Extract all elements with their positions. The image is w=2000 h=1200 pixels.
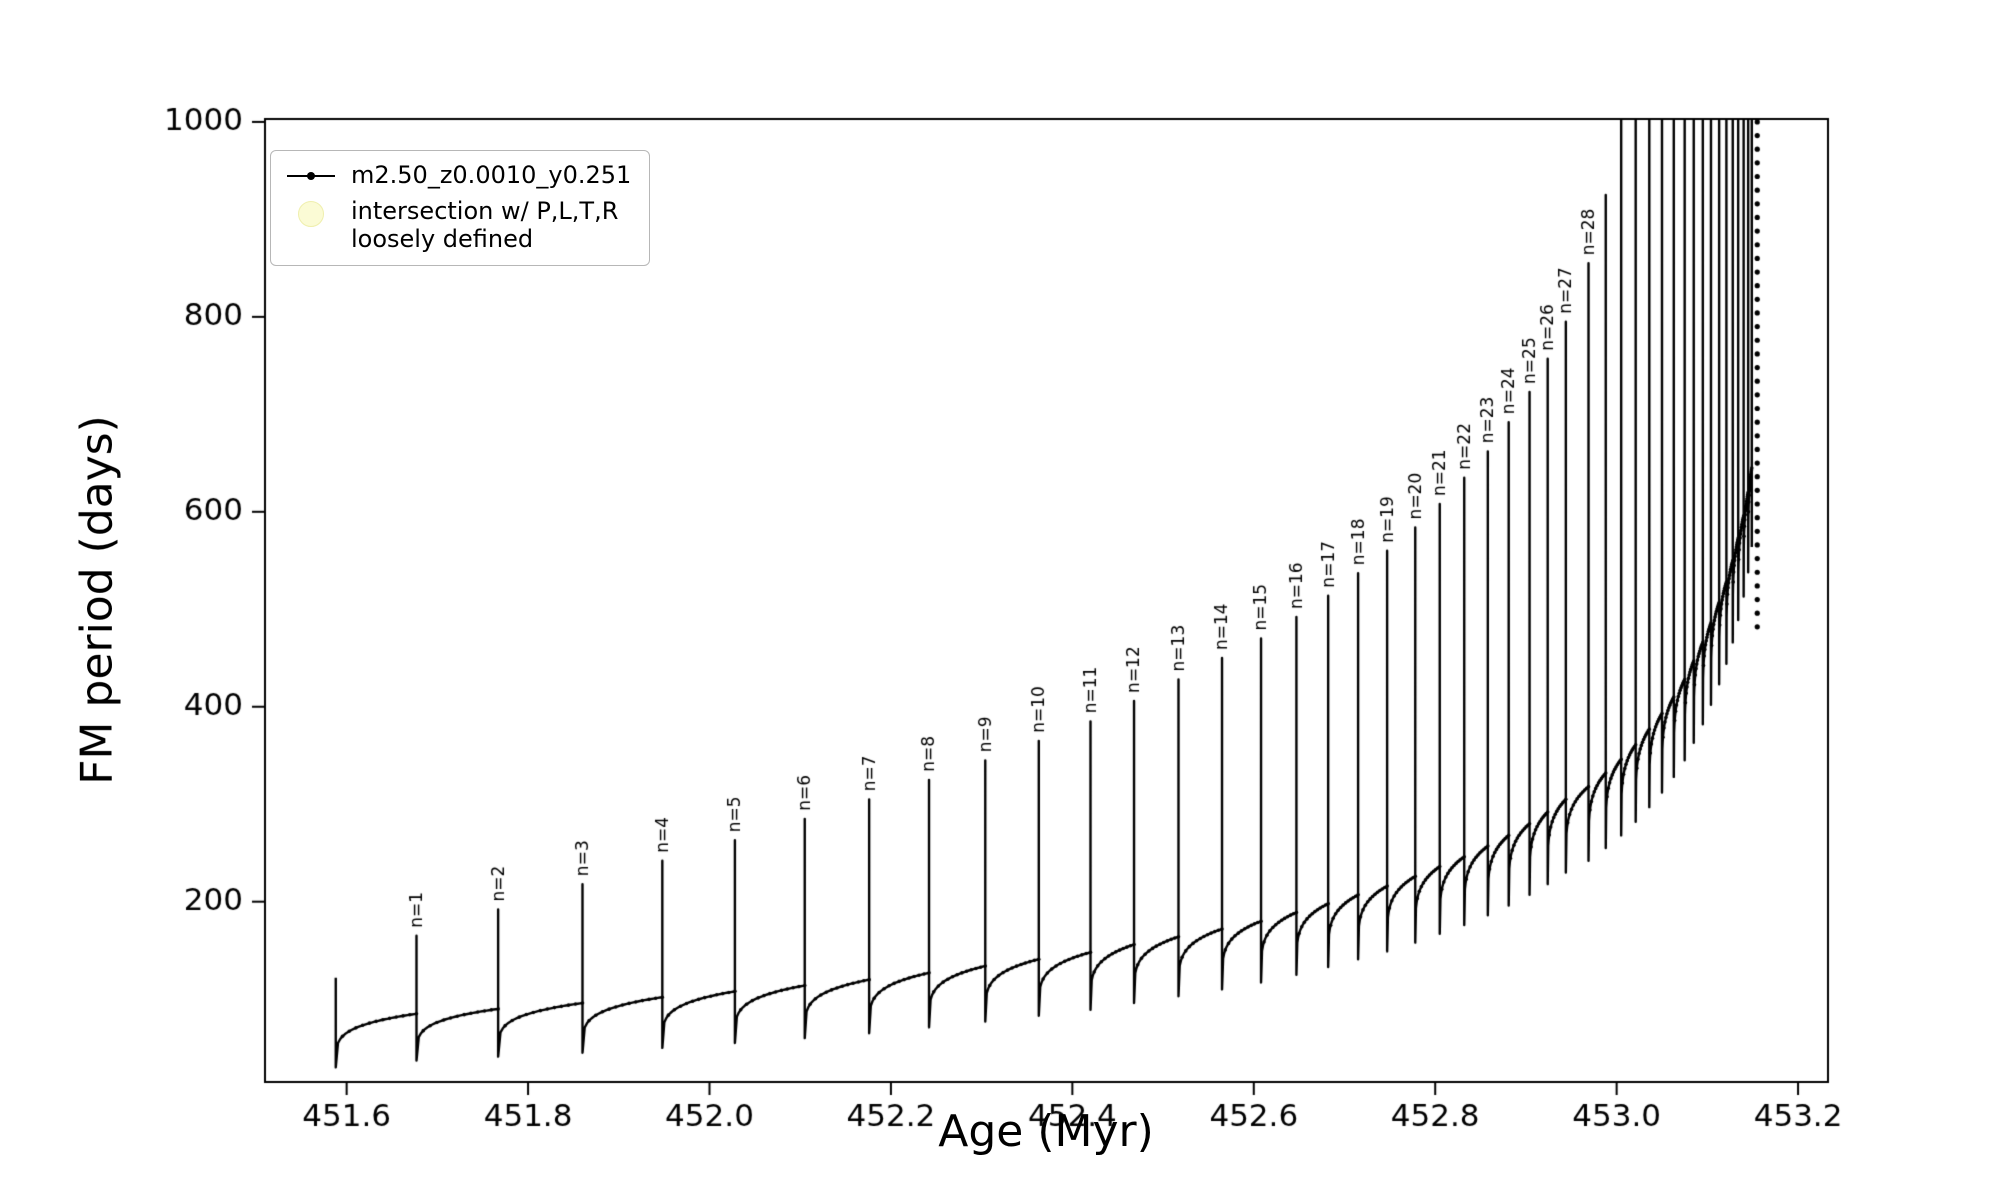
pale-circle-marker: [298, 201, 324, 227]
legend-marker-col: [285, 161, 337, 180]
legend-label-intersection: intersection w/ P,L,T,R loosely defined: [351, 197, 619, 253]
x-axis-label: Age (Myr): [938, 1106, 1154, 1157]
legend-entry-intersection: intersection w/ P,L,T,R loosely defined: [285, 197, 631, 253]
line-dot-marker: [287, 172, 335, 180]
legend: m2.50_z0.0010_y0.251 intersection w/ P,L…: [270, 150, 651, 266]
legend-entry-series: m2.50_z0.0010_y0.251: [285, 161, 631, 189]
legend-label-series: m2.50_z0.0010_y0.251: [351, 161, 632, 189]
y-axis-label: FM period (days): [71, 415, 123, 785]
dot-icon: [307, 172, 315, 180]
legend-marker-col: [285, 197, 337, 227]
